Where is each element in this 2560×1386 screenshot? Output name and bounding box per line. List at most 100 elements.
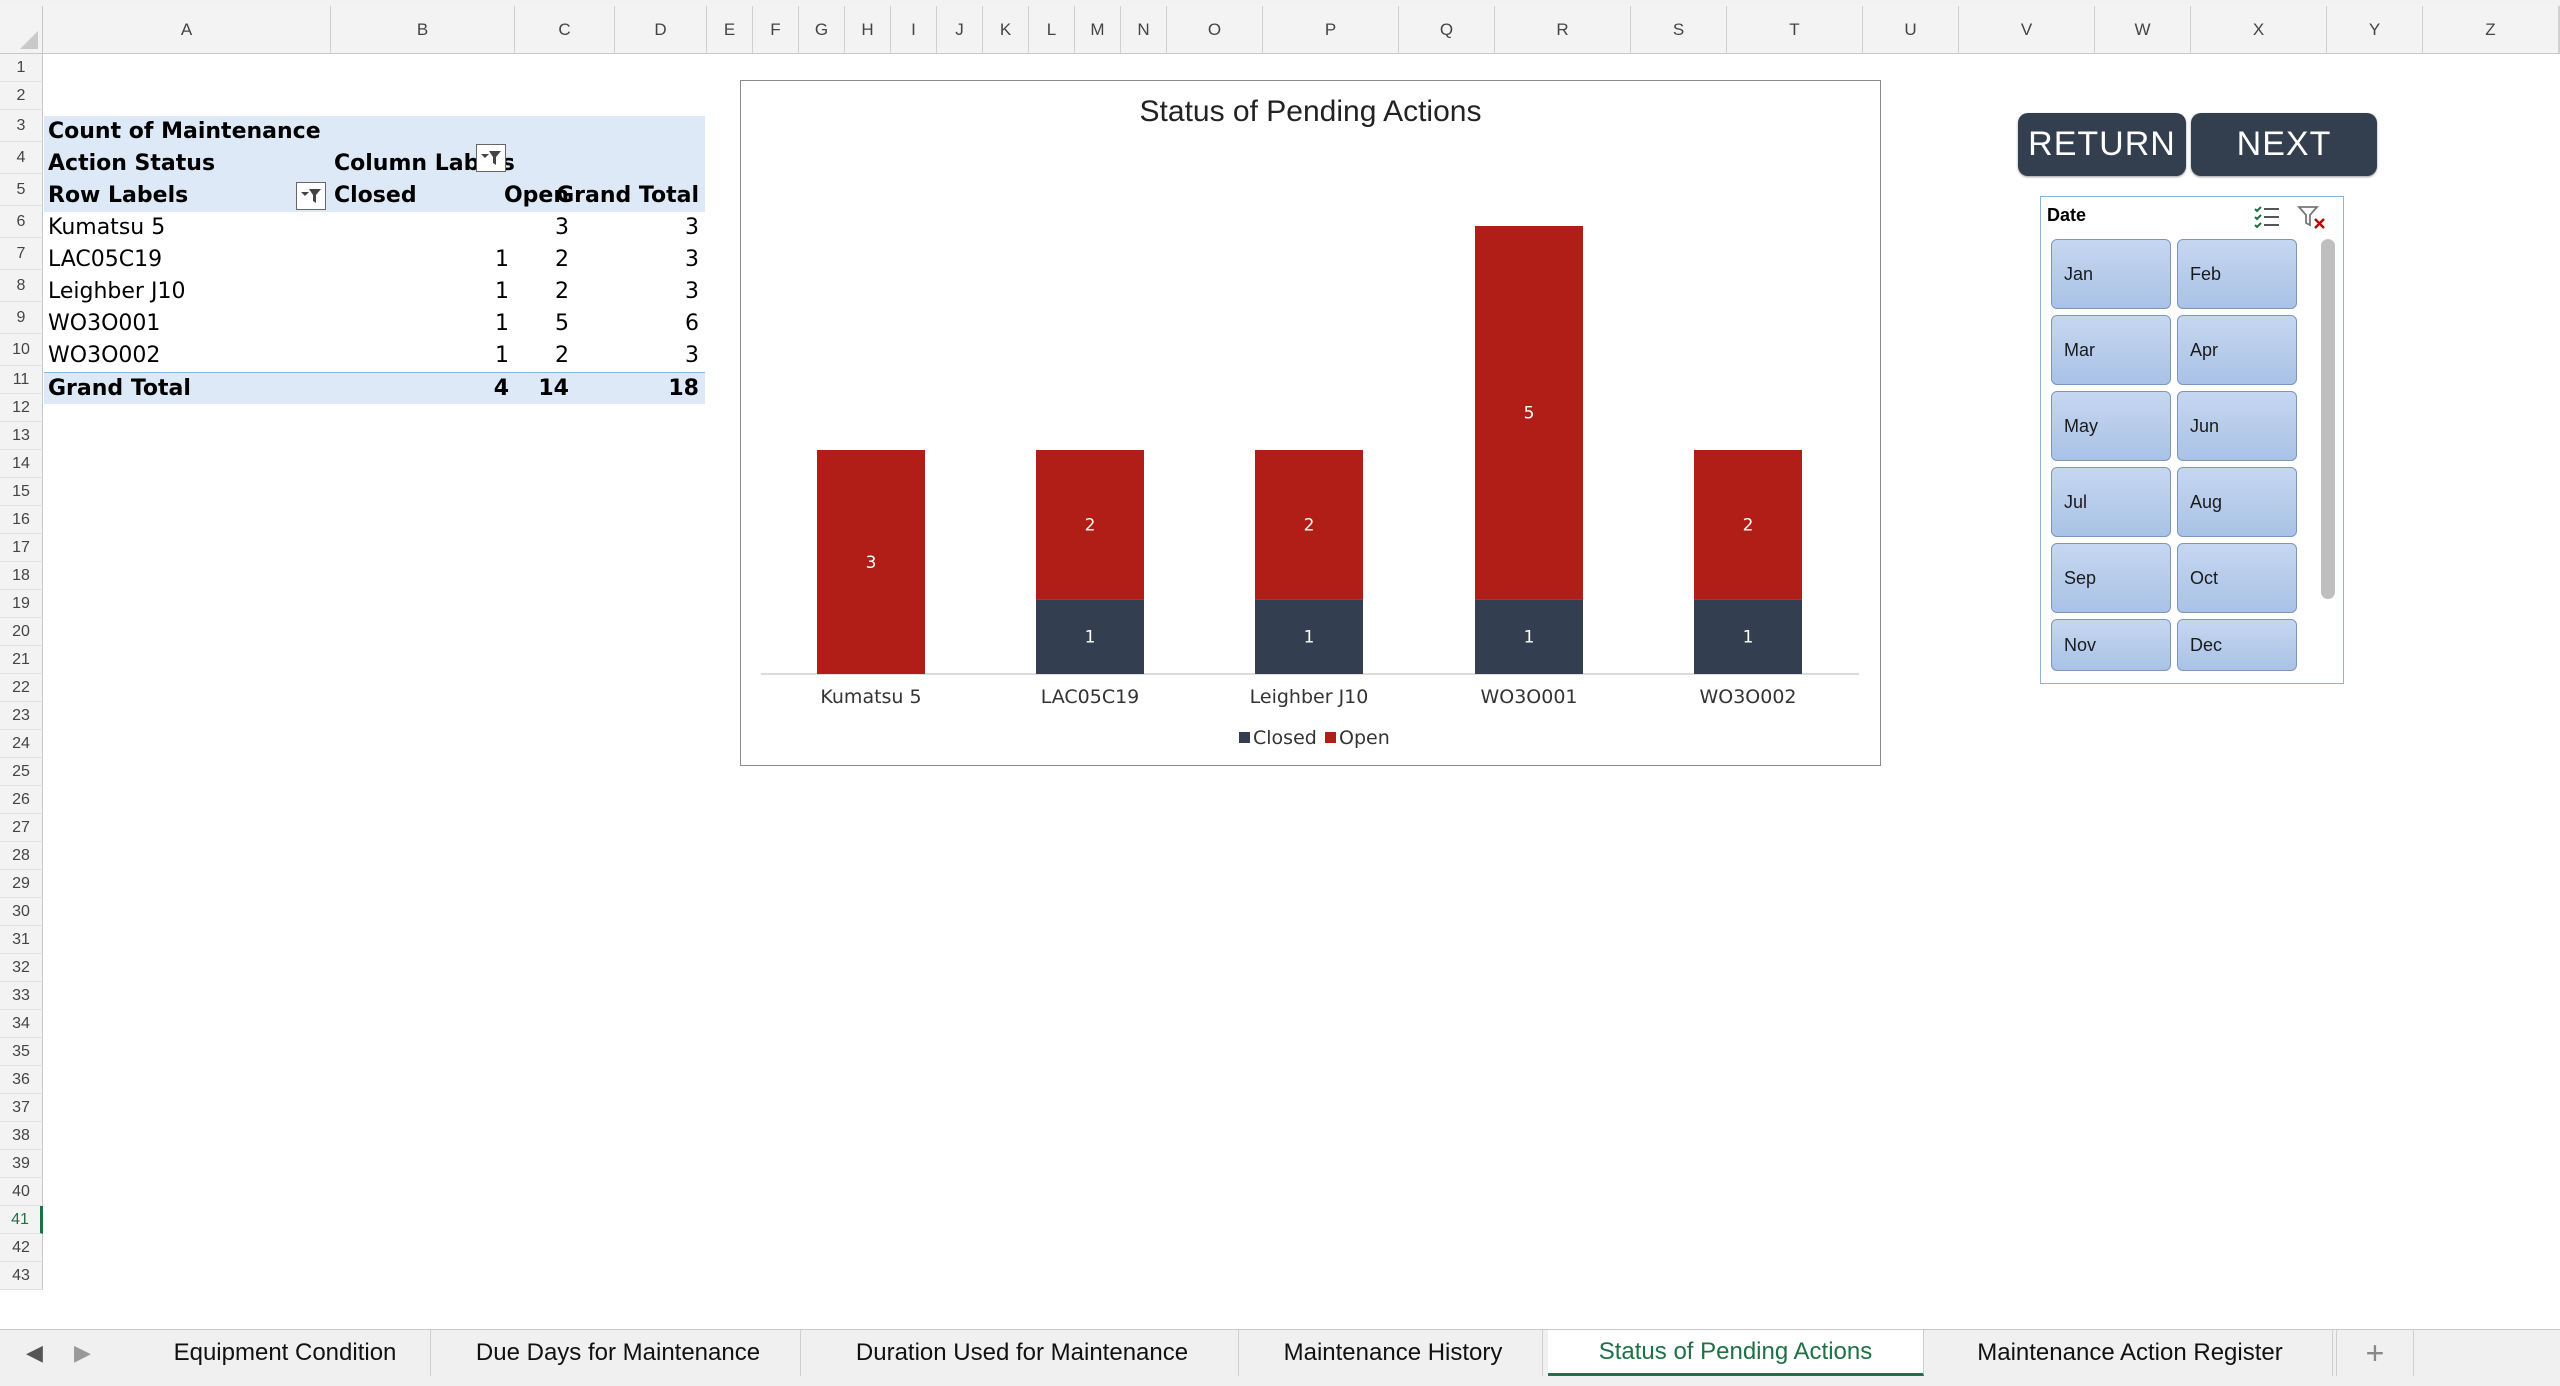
row-header[interactable]: 38 (0, 1122, 43, 1150)
next-button[interactable]: NEXT (2191, 113, 2377, 176)
column-header[interactable]: C (515, 6, 615, 54)
row-header[interactable]: 10 (0, 334, 43, 366)
column-header[interactable]: W (2095, 6, 2191, 54)
column-header[interactable]: N (1121, 6, 1167, 54)
row-header[interactable]: 4 (0, 142, 43, 174)
row-header[interactable]: 18 (0, 562, 43, 590)
row-header[interactable]: 41 (0, 1206, 43, 1234)
row-header[interactable]: 9 (0, 302, 43, 334)
slicer-item-aug[interactable]: Aug (2177, 467, 2297, 537)
slicer-scrollbar[interactable] (2321, 239, 2335, 599)
bar-closed[interactable] (1475, 599, 1583, 674)
bar-open[interactable] (1036, 450, 1144, 600)
slicer-item-jun[interactable]: Jun (2177, 391, 2297, 461)
column-header[interactable]: L (1029, 6, 1075, 54)
bar-closed[interactable] (1255, 599, 1363, 674)
sheet-tab[interactable]: Maintenance History (1244, 1330, 1543, 1376)
bar-open[interactable] (817, 450, 925, 674)
column-header[interactable]: O (1167, 6, 1263, 54)
slicer-item-sep[interactable]: Sep (2051, 543, 2171, 613)
column-header[interactable]: I (891, 6, 937, 54)
row-header[interactable]: 43 (0, 1262, 43, 1290)
column-header[interactable]: U (1863, 6, 1959, 54)
pivot-row[interactable]: Leighber J10 1 2 3 (44, 276, 705, 308)
row-header[interactable]: 21 (0, 646, 43, 674)
column-header[interactable]: D (615, 6, 707, 54)
slicer-item-mar[interactable]: Mar (2051, 315, 2171, 385)
row-header[interactable]: 23 (0, 702, 43, 730)
bar-closed[interactable] (1694, 599, 1802, 674)
column-header[interactable]: T (1727, 6, 1863, 54)
pivot-row[interactable]: WO3O001 1 5 6 (44, 308, 705, 340)
column-header[interactable]: H (845, 6, 891, 54)
row-header[interactable]: 3 (0, 110, 43, 142)
row-header[interactable]: 26 (0, 786, 43, 814)
column-header[interactable]: Q (1399, 6, 1495, 54)
row-header[interactable]: 28 (0, 842, 43, 870)
row-header[interactable]: 17 (0, 534, 43, 562)
row-header[interactable]: 34 (0, 1010, 43, 1038)
slicer-item-dec[interactable]: Dec (2177, 619, 2297, 671)
row-header[interactable]: 36 (0, 1066, 43, 1094)
column-header[interactable]: G (799, 6, 845, 54)
row-header[interactable]: 29 (0, 870, 43, 898)
slicer-item-oct[interactable]: Oct (2177, 543, 2297, 613)
tab-scroll-left-icon[interactable]: ◀ (26, 1340, 43, 1365)
column-header[interactable]: S (1631, 6, 1727, 54)
row-header[interactable]: 5 (0, 174, 43, 206)
column-header[interactable]: K (983, 6, 1029, 54)
slicer-item-apr[interactable]: Apr (2177, 315, 2297, 385)
slicer-item-nov[interactable]: Nov (2051, 619, 2171, 671)
column-header[interactable]: E (707, 6, 753, 54)
row-header[interactable]: 37 (0, 1094, 43, 1122)
column-header[interactable]: M (1075, 6, 1121, 54)
return-button[interactable]: RETURN (2018, 113, 2186, 176)
slicer-item-may[interactable]: May (2051, 391, 2171, 461)
tab-scroll-right-icon[interactable]: ▶ (74, 1340, 91, 1365)
row-header[interactable]: 19 (0, 590, 43, 618)
column-labels-filter-button[interactable] (476, 144, 506, 172)
date-slicer[interactable]: Date Jan Feb Mar Apr May Jun Jul Aug Sep Oct Nov De… (2040, 196, 2344, 684)
pivot-chart[interactable]: Status of Pending Actions 3 Kumatsu 5 1 2 LA… (740, 80, 1881, 766)
row-header[interactable]: 31 (0, 926, 43, 954)
column-header[interactable]: R (1495, 6, 1631, 54)
row-header[interactable]: 12 (0, 394, 43, 422)
row-header[interactable]: 33 (0, 982, 43, 1010)
row-header[interactable]: 20 (0, 618, 43, 646)
row-header[interactable]: 42 (0, 1234, 43, 1262)
row-header[interactable]: 16 (0, 506, 43, 534)
sheet-tab[interactable]: Maintenance Action Register (1928, 1330, 2333, 1376)
row-header[interactable]: 30 (0, 898, 43, 926)
pivot-row[interactable]: Kumatsu 5 3 3 (44, 212, 705, 244)
column-header[interactable]: V (1959, 6, 2095, 54)
column-header[interactable]: F (753, 6, 799, 54)
slicer-item-feb[interactable]: Feb (2177, 239, 2297, 309)
sheet-tab[interactable]: Due Days for Maintenance (436, 1330, 801, 1376)
row-header[interactable]: 22 (0, 674, 43, 702)
pivot-row[interactable]: WO3O002 1 2 3 (44, 340, 705, 372)
pivot-row[interactable]: LAC05C19 1 2 3 (44, 244, 705, 276)
row-header[interactable]: 1 (0, 54, 43, 82)
row-labels-filter-button[interactable] (296, 182, 326, 210)
column-header[interactable]: B (331, 6, 515, 54)
row-header[interactable]: 7 (0, 238, 43, 270)
row-header[interactable]: 14 (0, 450, 43, 478)
sheet-tab[interactable]: Equipment Condition (140, 1330, 431, 1376)
row-header[interactable]: 8 (0, 270, 43, 302)
row-header[interactable]: 2 (0, 82, 43, 110)
clear-filter-icon[interactable] (2297, 205, 2327, 229)
row-header[interactable]: 40 (0, 1178, 43, 1206)
select-all-corner[interactable] (0, 6, 43, 54)
row-header[interactable]: 39 (0, 1150, 43, 1178)
bar-open[interactable] (1255, 450, 1363, 600)
column-header[interactable]: A (43, 6, 331, 54)
row-header[interactable]: 15 (0, 478, 43, 506)
add-sheet-button[interactable]: + (2336, 1330, 2414, 1376)
row-header[interactable]: 11 (0, 366, 43, 394)
row-header[interactable]: 6 (0, 206, 43, 238)
bar-closed[interactable] (1036, 599, 1144, 674)
column-header[interactable]: Z (2423, 6, 2559, 54)
slicer-item-jan[interactable]: Jan (2051, 239, 2171, 309)
row-header[interactable]: 35 (0, 1038, 43, 1066)
column-header[interactable]: J (937, 6, 983, 54)
